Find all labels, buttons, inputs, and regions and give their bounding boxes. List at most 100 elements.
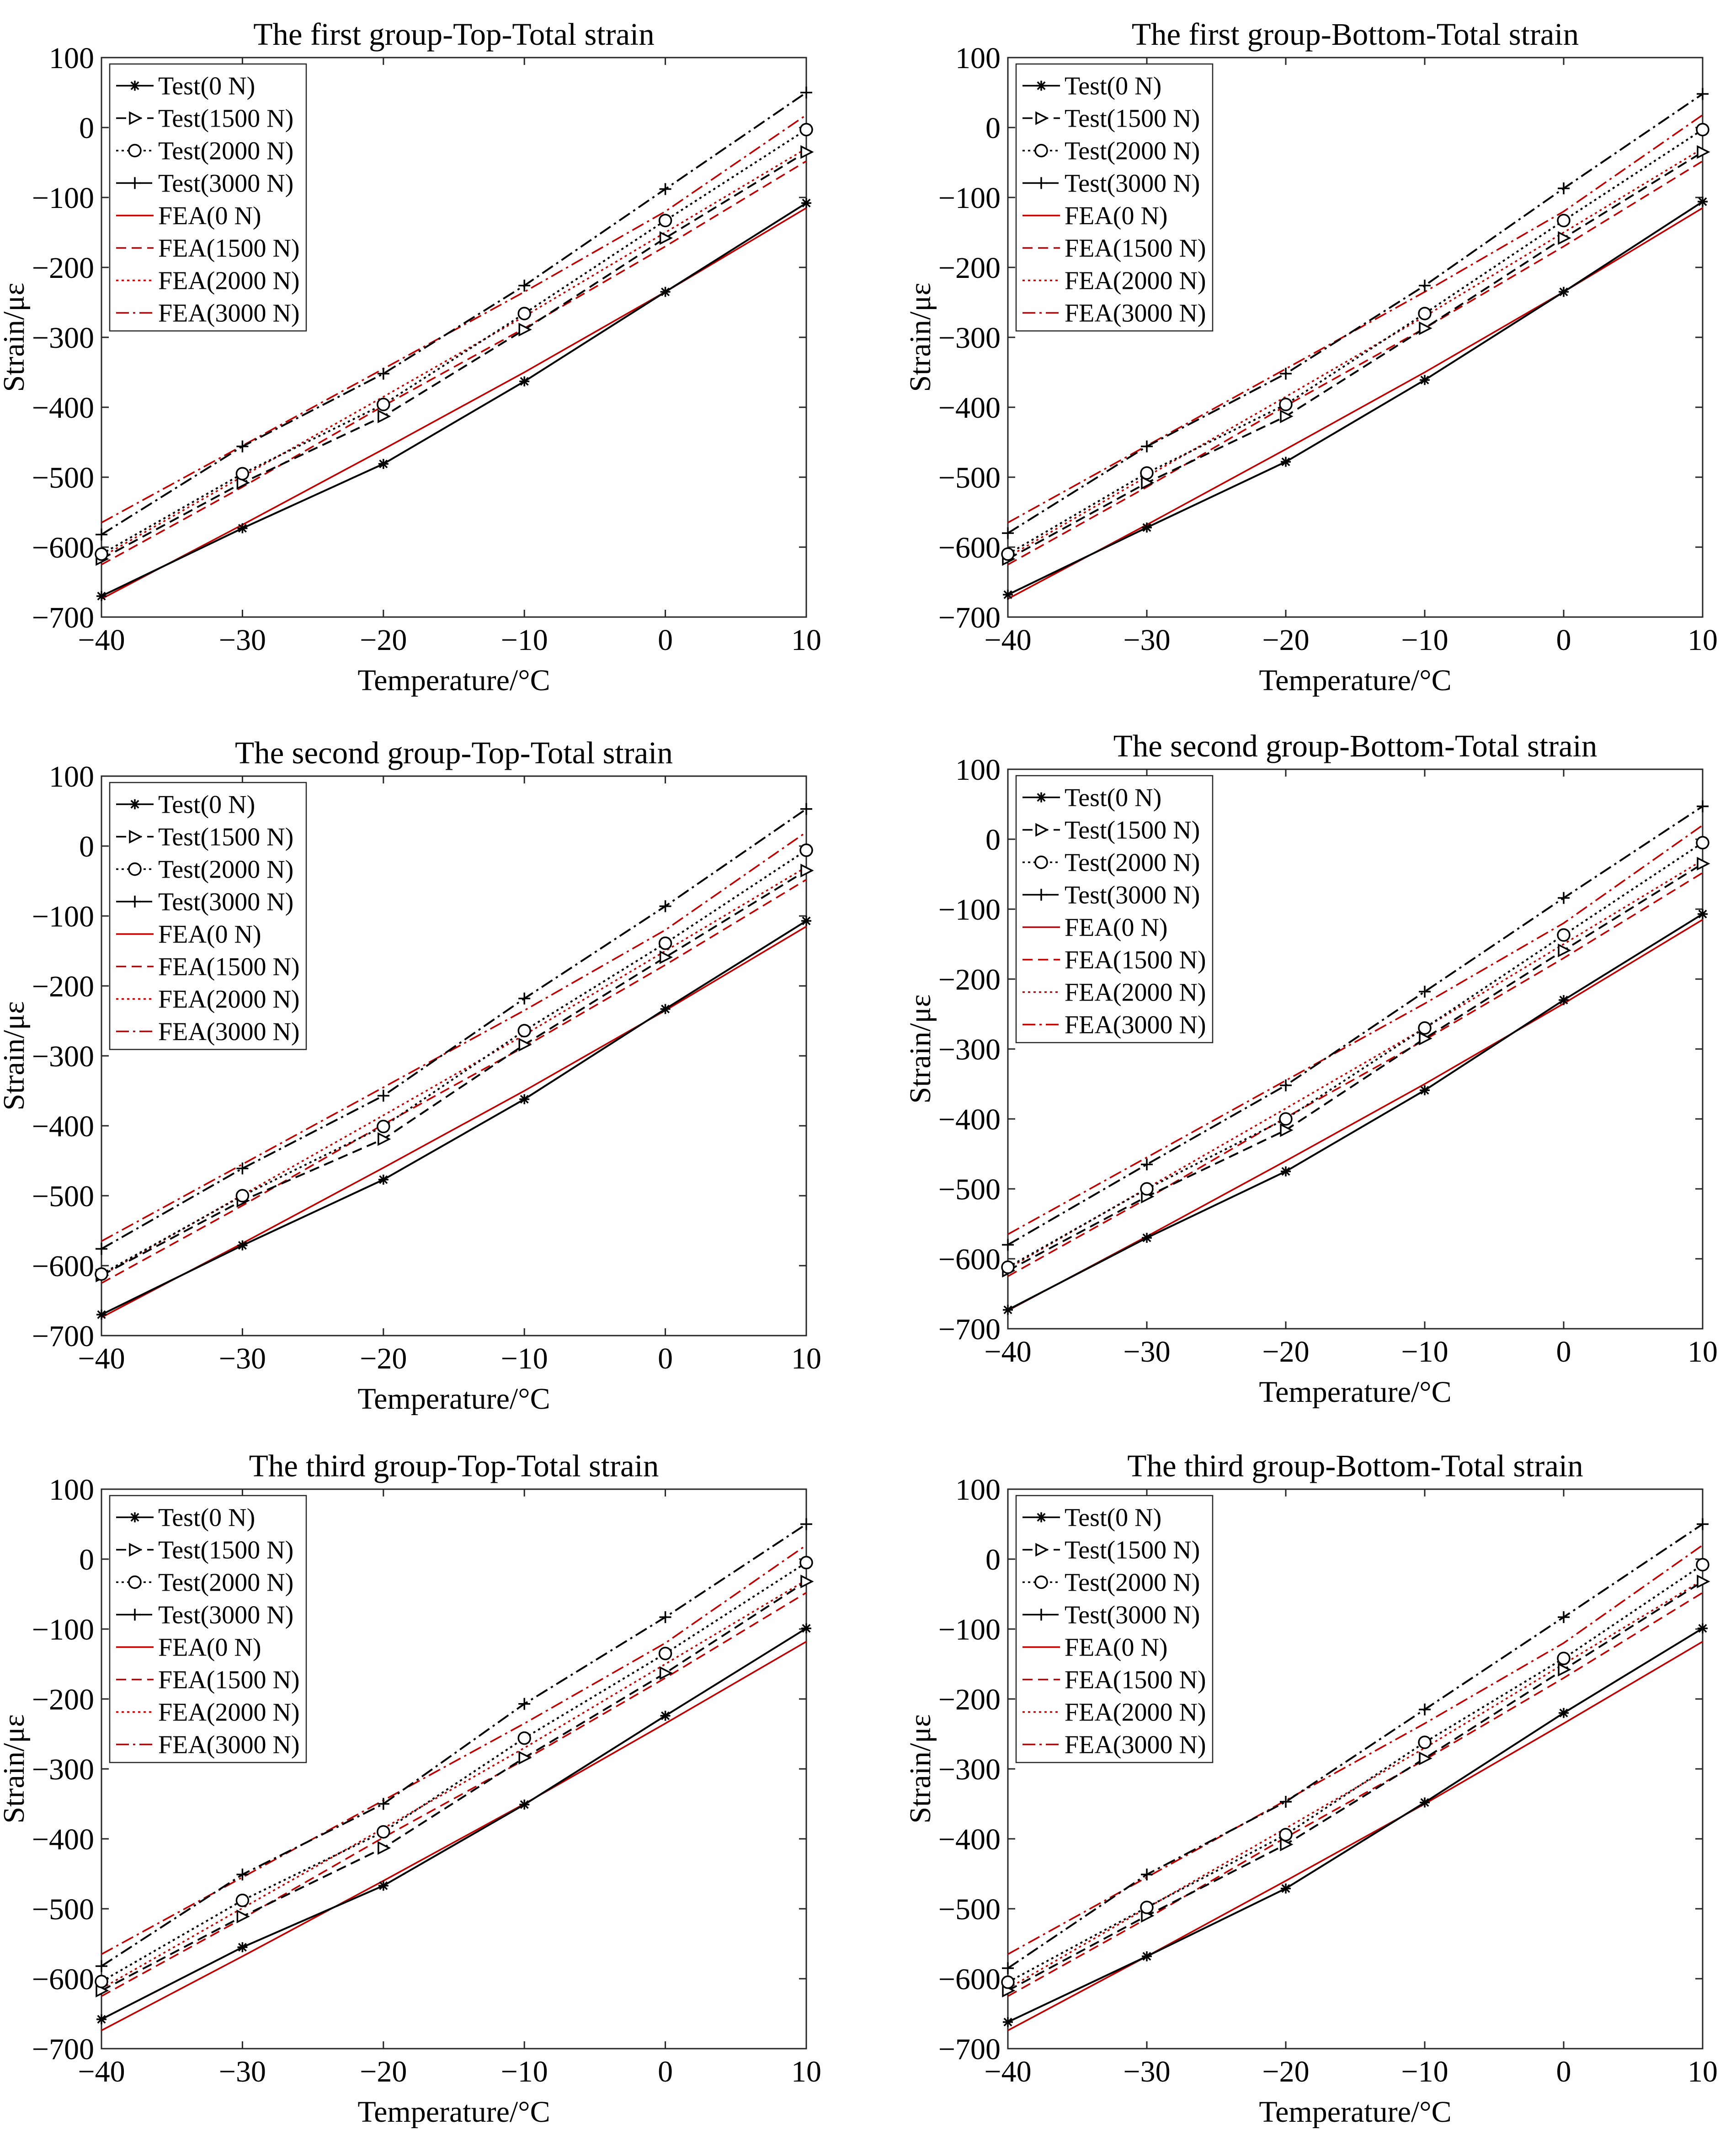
y-tick-label: −700 [32,2033,94,2066]
legend-label: FEA(2000 N) [1065,267,1206,295]
x-tick-label: −10 [1401,623,1448,657]
series-line [101,1523,807,1967]
x-tick-label: 10 [1688,2055,1718,2088]
legend-label: FEA(1500 N) [158,953,300,981]
y-tick-label: −700 [938,601,1001,634]
data-point [800,1574,814,1588]
legend-marker [1034,144,1048,158]
series-fea-3000-n [101,831,807,1242]
data-point [801,198,811,208]
legend-label: Test(3000 N) [1065,1601,1200,1629]
series-line [101,160,807,565]
data-point [519,1094,530,1104]
data-point [659,1666,673,1680]
series-line [101,926,807,1318]
x-tick-label: 0 [658,623,673,657]
series-test-3000-n [96,803,812,1255]
chart-1: The first group-Top-Total strain −40 −30 −2… [0,17,821,697]
y-tick-label: −300 [32,321,94,355]
data-point [1697,1574,1710,1588]
x-tick-label: −40 [78,1342,125,1375]
legend-marker [130,80,140,91]
legend-label: Test(0 N) [1065,1504,1161,1532]
x-tick-label: −30 [219,2055,266,2088]
data-point [658,936,672,950]
series-test-2000-n [95,122,813,561]
series-test-3000-n [1002,88,1709,539]
data-point [1140,466,1154,480]
legend-label: Test(3000 N) [1065,170,1200,198]
data-point [659,950,673,964]
series-line [101,1561,807,1982]
legend-label: FEA(3000 N) [1065,299,1206,328]
x-tick-label: −30 [1123,623,1170,657]
data-point [95,547,108,561]
series-line [101,831,807,1242]
legend-marker [1035,823,1049,837]
legend-label: Test(3000 N) [158,888,293,916]
legend-marker [129,177,141,189]
data-point [1696,122,1709,137]
legend-marker [130,1512,140,1523]
data-point [96,1310,107,1320]
x-tick-label: −30 [219,623,266,657]
y-tick-label: −600 [32,1963,94,1996]
data-point [800,1518,812,1530]
data-point [1279,1828,1293,1842]
series-line [1007,805,1704,1246]
series-test-2000-n [1001,122,1709,561]
legend-label: FEA(0 N) [1065,1634,1168,1662]
y-tick-label: −500 [32,1893,94,1926]
legend-label: Test(0 N) [1065,72,1161,101]
series-fea-1500-n [1007,160,1703,565]
series-test-0-n [96,1623,811,2024]
legend-label: FEA(2000 N) [158,1699,300,1727]
legend-box [1015,1495,1214,1763]
series-fea-1500-n [101,879,807,1284]
legend-label: FEA(3000 N) [158,299,300,328]
x-tick-label: 0 [658,1342,673,1375]
legend-marker [128,862,142,876]
data-point [1418,1021,1432,1035]
data-point [1559,1708,1569,1718]
legend-label: Test(0 N) [158,72,255,101]
data-point [236,1869,249,1881]
series-line [1007,1581,1704,1992]
charts-layer: The first group-Top-Total strain −40 −30 −2… [0,17,1718,2129]
legend-marker [1035,1608,1047,1621]
data-point [517,307,531,320]
y-tick-label: −700 [938,1313,1001,1346]
legend-label: FEA(0 N) [158,202,261,230]
x-tick-label: −20 [360,1342,407,1375]
y-tick-label: −100 [938,893,1001,927]
series-test-3000-n [96,1518,812,1972]
data-point [1281,1166,1291,1177]
series-test-3000-n [1002,1518,1709,1975]
x-tick-label: 0 [1556,623,1571,657]
legend-label: Test(3000 N) [158,170,293,198]
chart-title: The second group-Top-Total strain [235,735,673,770]
legend-label: Test(3000 N) [1065,881,1200,910]
data-point [800,803,812,815]
y-tick-label: −400 [32,1110,94,1143]
x-axis-label: Temperature/°C [357,2095,550,2129]
data-point [1698,1623,1708,1634]
data-point [1558,231,1571,245]
series-line [1007,824,1704,1235]
legend-marker [1034,1575,1048,1589]
data-point [1141,440,1153,453]
data-point [1557,928,1571,942]
data-point [1696,836,1709,850]
legend-marker [130,799,140,809]
chart-title: The first group-Bottom-Total strain [1132,17,1579,52]
y-tick-label: −400 [32,1823,94,1856]
chart-4: The second group-Bottom-Total strain−40−… [904,729,1718,1409]
y-tick-label: 100 [49,42,94,75]
x-axis-label: Temperature/°C [1259,2095,1451,2129]
legend-box [109,1495,307,1763]
data-point [237,523,248,533]
series-line [1007,841,1704,1268]
legend-label: FEA(1500 N) [1065,946,1206,974]
data-point [236,1162,249,1175]
data-point [96,1243,107,1255]
